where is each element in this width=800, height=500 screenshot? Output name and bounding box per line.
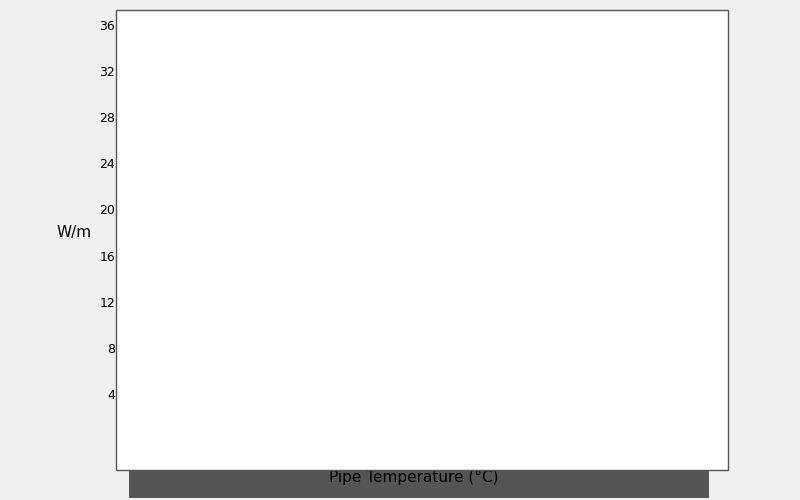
Y-axis label: W/m: W/m — [57, 225, 92, 240]
Text: 30 FLVw: 30 FLVw — [199, 82, 256, 96]
Text: 12 FLVw: 12 FLVw — [199, 304, 256, 318]
X-axis label: Pipe Temperature (°C): Pipe Temperature (°C) — [330, 470, 498, 486]
Text: 17 FLVw: 17 FLVw — [199, 234, 256, 247]
